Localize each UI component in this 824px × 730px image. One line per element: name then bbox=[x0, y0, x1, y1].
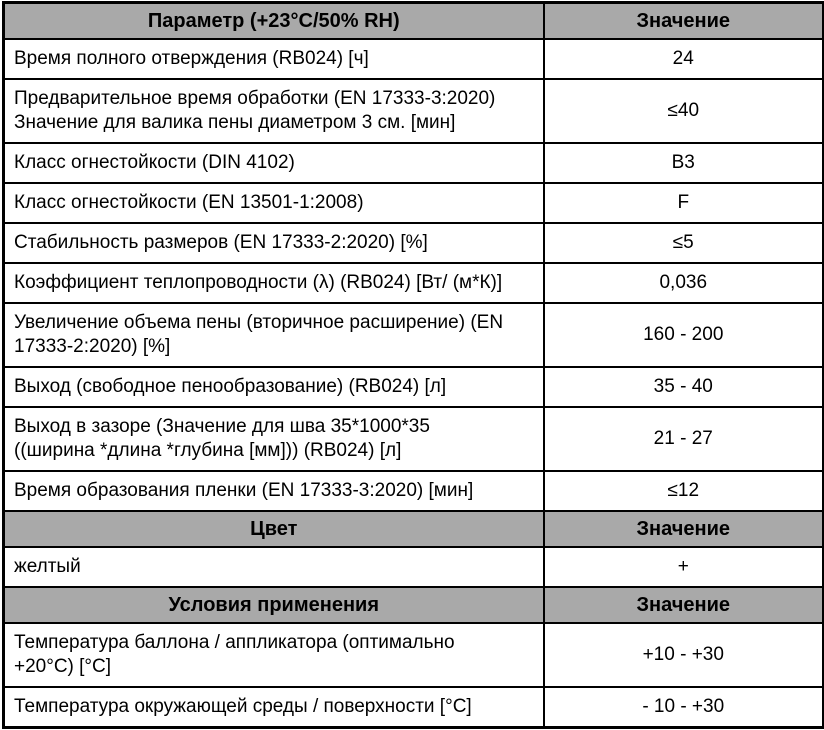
param-cell: Выход в зазоре (Значение для шва 35*1000… bbox=[2, 406, 545, 472]
param-cell: Класс огнестойкости (EN 13501-1:2008) bbox=[2, 182, 545, 224]
table-row: желтый + bbox=[2, 546, 824, 588]
section-header-param: Условия применения bbox=[2, 586, 545, 624]
table-row: Температура окружающей среды / поверхнос… bbox=[2, 686, 824, 729]
value-cell: + bbox=[542, 546, 824, 588]
value-cell: 160 - 200 bbox=[542, 302, 824, 368]
table-row: Выход в зазоре (Значение для шва 35*1000… bbox=[2, 406, 824, 472]
value-cell: +10 - +30 bbox=[542, 622, 824, 688]
table-row: Стабильность размеров (EN 17333-2:2020) … bbox=[2, 222, 824, 264]
value-cell: B3 bbox=[542, 142, 824, 184]
value-cell: 35 - 40 bbox=[542, 366, 824, 408]
table-row: Коэффициент теплопроводности (λ) (RB024)… bbox=[2, 262, 824, 304]
param-cell: Время полного отверждения (RB024) [ч] bbox=[2, 38, 545, 80]
param-cell: Класс огнестойкости (DIN 4102) bbox=[2, 142, 545, 184]
section-header-row-conditions: Условия применения Значение bbox=[2, 586, 824, 624]
table-row: Выход (свободное пенообразование) (RB024… bbox=[2, 366, 824, 408]
section-header-value: Значение bbox=[542, 1, 824, 40]
param-cell: Температура окружающей среды / поверхнос… bbox=[2, 686, 545, 729]
param-cell: Предварительное время обработки (EN 1733… bbox=[2, 78, 545, 144]
param-cell: Увеличение объема пены (вторичное расшир… bbox=[2, 302, 545, 368]
table-row: Класс огнестойкости (EN 13501-1:2008) F bbox=[2, 182, 824, 224]
section-header-value: Значение bbox=[542, 510, 824, 548]
value-cell: - 10 - +30 bbox=[542, 686, 824, 729]
section-header-row-color: Цвет Значение bbox=[2, 510, 824, 548]
param-cell: Выход (свободное пенообразование) (RB024… bbox=[2, 366, 545, 408]
value-cell: ≤12 bbox=[542, 470, 824, 512]
param-cell: Коэффициент теплопроводности (λ) (RB024)… bbox=[2, 262, 545, 304]
value-cell: ≤40 bbox=[542, 78, 824, 144]
table-row: Предварительное время обработки (EN 1733… bbox=[2, 78, 824, 144]
table-row: Температура баллона / аппликатора (оптим… bbox=[2, 622, 824, 688]
section-header-param: Параметр (+23°C/50% RH) bbox=[2, 1, 545, 40]
table-row: Время полного отверждения (RB024) [ч] 24 bbox=[2, 38, 824, 80]
section-header-value: Значение bbox=[542, 586, 824, 624]
section-header-param: Цвет bbox=[2, 510, 545, 548]
section-header-row-parameters: Параметр (+23°C/50% RH) Значение bbox=[2, 1, 824, 40]
param-cell: Температура баллона / аппликатора (оптим… bbox=[2, 622, 545, 688]
param-cell: Стабильность размеров (EN 17333-2:2020) … bbox=[2, 222, 545, 264]
value-cell: F bbox=[542, 182, 824, 224]
value-cell: 21 - 27 bbox=[542, 406, 824, 472]
table-row: Время образования пленки (EN 17333-3:202… bbox=[2, 470, 824, 512]
param-cell: желтый bbox=[2, 546, 545, 588]
param-cell: Время образования пленки (EN 17333-3:202… bbox=[2, 470, 545, 512]
table-row: Увеличение объема пены (вторичное расшир… bbox=[2, 302, 824, 368]
table-row: Класс огнестойкости (DIN 4102) B3 bbox=[2, 142, 824, 184]
value-cell: ≤5 bbox=[542, 222, 824, 264]
value-cell: 0,036 bbox=[542, 262, 824, 304]
value-cell: 24 bbox=[542, 38, 824, 80]
